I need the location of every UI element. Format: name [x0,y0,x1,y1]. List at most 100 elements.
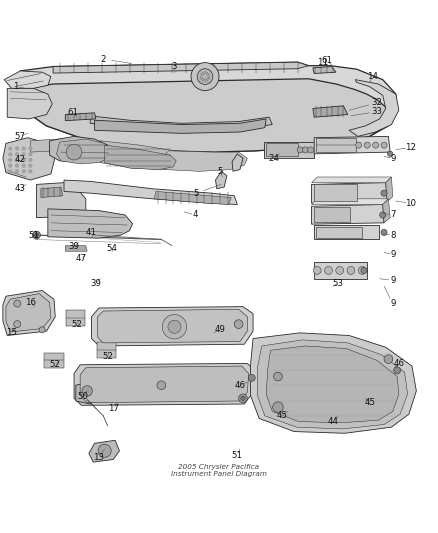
Text: 57: 57 [15,132,26,141]
Circle shape [168,320,181,333]
Circle shape [98,444,111,457]
Text: 61: 61 [322,56,333,65]
Text: 51: 51 [28,231,39,239]
Text: 39: 39 [69,243,79,252]
Circle shape [15,169,19,173]
Circle shape [364,142,370,148]
Polygon shape [36,183,86,217]
Circle shape [14,321,21,328]
Polygon shape [7,88,52,119]
Polygon shape [215,171,227,189]
Polygon shape [80,366,249,403]
Text: 4: 4 [192,211,198,220]
Text: 10: 10 [405,199,416,208]
Circle shape [28,158,32,161]
Polygon shape [105,145,176,169]
Circle shape [381,229,387,236]
Polygon shape [161,151,247,171]
Circle shape [388,151,393,157]
Text: 5: 5 [217,167,223,176]
Circle shape [358,266,366,274]
Text: 52: 52 [71,320,83,329]
Polygon shape [311,205,384,224]
Circle shape [191,62,219,91]
Polygon shape [90,116,272,130]
Circle shape [28,169,32,173]
Polygon shape [65,113,96,120]
Bar [314,184,357,201]
Text: 9: 9 [390,299,396,308]
Text: 17: 17 [108,404,119,413]
Text: 12: 12 [405,143,416,152]
Polygon shape [53,62,308,73]
Polygon shape [3,290,55,335]
Circle shape [325,266,332,274]
Circle shape [28,164,32,167]
Circle shape [9,152,12,156]
Polygon shape [41,187,63,198]
Polygon shape [311,183,387,203]
Polygon shape [48,209,133,238]
Circle shape [39,327,45,333]
Polygon shape [251,333,417,433]
Circle shape [15,164,19,167]
Circle shape [373,142,379,148]
Circle shape [22,152,25,156]
Bar [314,262,367,279]
Text: 15: 15 [6,328,17,337]
Polygon shape [3,138,55,180]
Text: 45: 45 [364,398,375,407]
Circle shape [22,147,25,150]
Polygon shape [258,340,408,429]
Circle shape [336,266,344,274]
Polygon shape [311,177,392,183]
Polygon shape [6,294,51,332]
Polygon shape [49,136,109,163]
Bar [316,138,356,152]
Text: 50: 50 [77,392,88,401]
Polygon shape [313,106,348,117]
Circle shape [15,158,19,161]
Text: 43: 43 [15,184,26,193]
Circle shape [234,320,243,328]
Polygon shape [313,67,336,74]
Polygon shape [311,199,389,205]
Circle shape [380,212,386,218]
Text: 32: 32 [371,98,382,107]
Text: 46: 46 [393,359,404,368]
Circle shape [273,402,283,413]
Text: 39: 39 [90,279,101,288]
Circle shape [394,367,401,374]
Circle shape [9,164,12,167]
Circle shape [248,374,255,381]
Circle shape [162,314,187,339]
Circle shape [66,144,82,160]
Circle shape [239,394,247,403]
Circle shape [302,147,308,153]
Circle shape [381,142,387,148]
Text: 33: 33 [371,107,382,116]
Polygon shape [89,440,120,462]
Circle shape [9,147,12,150]
Circle shape [32,231,40,239]
Text: 1: 1 [13,82,19,91]
Circle shape [274,372,283,381]
Circle shape [361,268,367,273]
Text: 9: 9 [390,276,396,285]
Polygon shape [76,381,100,404]
Text: 13: 13 [93,453,104,462]
Circle shape [22,158,25,161]
Text: 51: 51 [232,450,243,459]
Circle shape [9,169,12,173]
Bar [314,225,379,239]
Text: 24: 24 [268,154,279,163]
Text: 9: 9 [390,250,396,259]
Polygon shape [30,138,212,155]
Polygon shape [232,154,243,171]
Text: 49: 49 [215,325,225,334]
Circle shape [28,147,32,150]
Text: 7: 7 [390,211,396,220]
Polygon shape [386,177,393,202]
Circle shape [197,69,213,84]
Polygon shape [95,119,266,133]
